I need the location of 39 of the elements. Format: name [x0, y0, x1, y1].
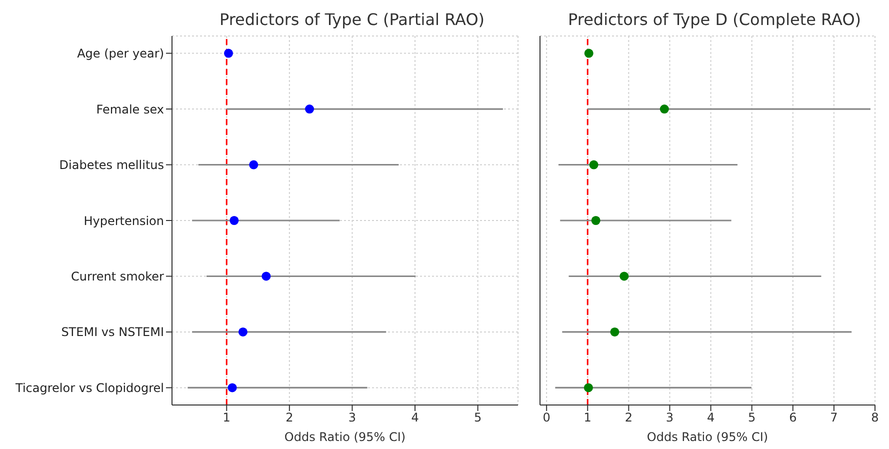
x-tick-label: 8	[871, 410, 879, 425]
x-tick-label: 1	[584, 410, 592, 425]
x-tick-label: 3	[666, 410, 674, 425]
x-tick-label: 0	[542, 410, 550, 425]
point	[249, 160, 258, 170]
x-tick-label: 3	[348, 410, 356, 425]
y-tick-label: Female sex	[96, 102, 164, 116]
x-tick-label: 2	[286, 410, 294, 425]
x-tick-label: 7	[830, 410, 838, 425]
point	[228, 383, 237, 392]
x-tick-label: 2	[624, 410, 632, 425]
chart-title: Predictors of Type C (Partial RAO)	[218, 10, 486, 29]
point	[584, 383, 593, 392]
x-tick-label: 6	[789, 410, 797, 425]
point	[591, 216, 600, 226]
y-tick-label: Age (per year)	[77, 46, 164, 61]
x-tick-label: 4	[411, 410, 419, 425]
y-tick-label: STEMI vs NSTEMI	[61, 325, 164, 340]
x-tick-label: 1	[222, 410, 230, 425]
y-tick-label: Current smoker	[70, 270, 164, 284]
point	[584, 48, 594, 58]
y-tick-label: Ticagrelor vs Clopidogrel	[14, 380, 164, 395]
x-tick-label: 5	[748, 410, 756, 425]
point	[610, 327, 620, 336]
x-axis-title: Odds Ratio (95% CI)	[646, 430, 768, 444]
point	[230, 216, 239, 226]
point	[305, 104, 314, 114]
x-tick-label: 4	[706, 410, 715, 425]
chart-title: Predictors of Type D (Complete RAO)	[566, 10, 862, 29]
point	[224, 48, 234, 58]
point	[262, 272, 271, 281]
point	[238, 327, 248, 336]
point	[589, 160, 598, 170]
x-tick-label: 5	[474, 410, 482, 425]
point	[620, 272, 629, 281]
y-tick-label: Diabetes mellitus	[59, 158, 164, 172]
y-tick-label: Hypertension	[84, 214, 164, 228]
point	[660, 104, 669, 114]
x-axis-title: Odds Ratio (95% CI)	[284, 430, 406, 444]
